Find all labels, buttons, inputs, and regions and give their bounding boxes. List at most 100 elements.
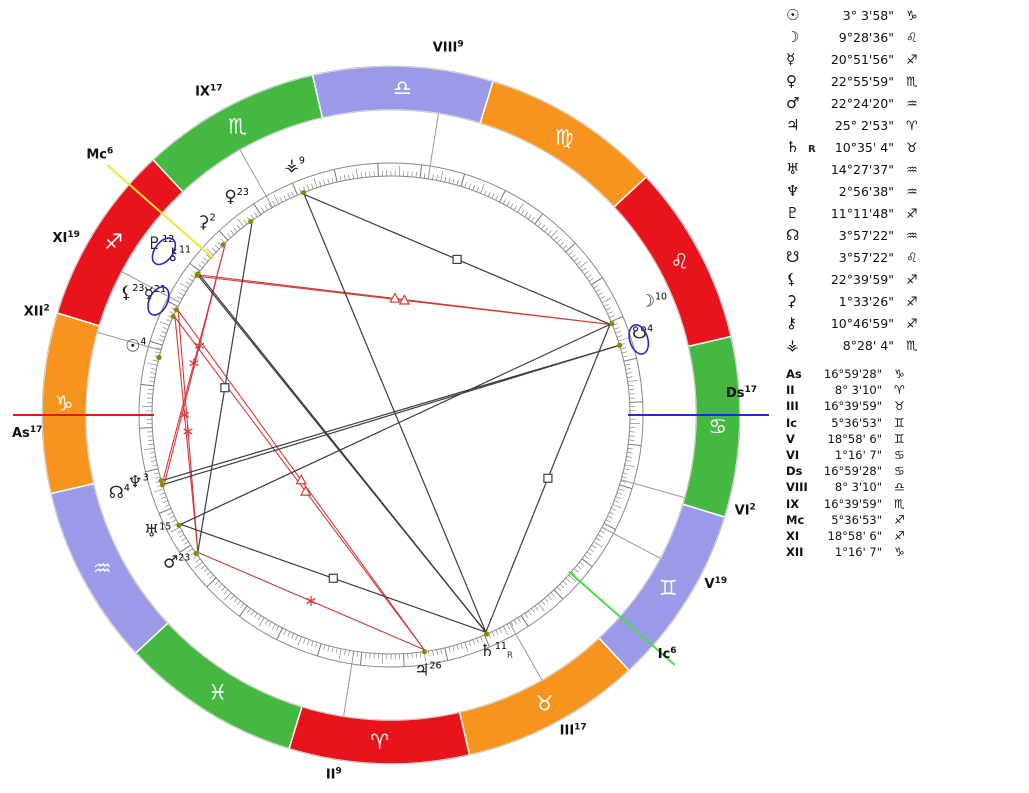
aspect-marker-trine	[398, 294, 410, 305]
zodiac-sign-aries-icon: ♈	[370, 730, 389, 754]
planet-glyph-mercury: ☿21	[144, 284, 167, 304]
house-row-Ds: Ds 16°59'28" ♋	[786, 464, 1026, 480]
house-cusp-line-XII	[97, 331, 162, 351]
house-cusp-value: 1°16' 7"	[834, 447, 882, 462]
planet-glyph-lilith: ⚸23	[120, 283, 145, 303]
planet-position-value: 3° 3'58"	[842, 8, 894, 23]
zodiac-sign-icon: ♒	[906, 97, 918, 112]
planet-row-lilith: ⚸ 22°39'59" ♐	[786, 272, 1026, 294]
planet-glyphs: ☉4 ☽10 ☿21 ♀23 ♂23 ♃26 ♄11R ♅15 ♆3 ♇12 ☊4 ☋4 ⚸23 ⚳2⚷1…	[109, 155, 667, 680]
natal-wheel-chart: ♈ ♉ ♊ ♋ ♌ ♍ ♎ ♏ ♐ ♑ ♒ ♓ As17 II9 III17 Ic6 V19 VI2 Ds17 VII…	[12, 39, 769, 783]
planet-position-value: 10°35' 4"	[834, 140, 894, 155]
north-node-icon: ☊	[786, 226, 800, 244]
house-label: II	[786, 383, 795, 398]
aspect-line-vesta-saturn-opposition	[303, 194, 487, 633]
saturn-icon: ♄	[786, 138, 800, 156]
house-label: As	[786, 367, 802, 381]
aspect-marker-sextile	[183, 428, 193, 435]
planet-dot-chiron	[195, 271, 201, 277]
planet-glyph-jupiter: ♃26	[414, 660, 441, 680]
house-row-V: V 18°58' 6" ♊	[786, 432, 1026, 448]
house-cusp-line-V	[601, 526, 661, 559]
planet-row-venus: ♀ 22°55'59" ♏	[786, 74, 1026, 96]
aspect-marker-square	[543, 473, 553, 483]
planet-dot-neptune	[158, 478, 164, 484]
planet-row-ceres: ⚳ 1°33'26" ♐	[786, 294, 1026, 316]
planet-dot-vesta	[300, 189, 307, 196]
zodiac-sign-icon: ♌	[906, 31, 918, 46]
aspect-markers	[179, 254, 553, 606]
planet-dot-sun	[156, 354, 162, 361]
house-label-Ic: Ic6	[658, 646, 677, 662]
house-label: Mc	[786, 512, 805, 527]
planet-position-value: 3°57'22"	[838, 250, 894, 265]
aspect-marker-square	[220, 383, 230, 393]
planet-dots	[156, 189, 623, 655]
aspect-marker-sextile	[306, 597, 316, 605]
house-cusp-value: 16°39'59"	[823, 496, 882, 511]
zodiac-sign-taurus-icon: ♉	[535, 692, 554, 716]
planet-glyph-sun: ☉4	[125, 337, 146, 357]
planet-glyph-pluto: ♇12	[147, 234, 174, 254]
aspect-marker-square	[452, 254, 462, 265]
house-cusp-value: 18°58' 6"	[827, 528, 882, 543]
zodiac-sign-icon: ♐	[906, 295, 918, 310]
zodiac-sign-pisces-icon: ♓	[208, 680, 227, 704]
planet-dot-venus	[248, 218, 254, 225]
planet-row-neptune: ♆ 2°56'38" ♒	[786, 184, 1026, 206]
zodiac-sign-aquarius-icon: ♒	[93, 557, 112, 581]
planet-position-value: 22°39'59"	[830, 272, 894, 287]
house-label-XII: XII2	[24, 303, 50, 319]
house-label: VIII	[786, 480, 808, 495]
planet-position-value: 10°46'59"	[830, 316, 894, 331]
planet-row-south-node: ☋ 3°57'22" ♌	[786, 250, 1026, 272]
house-label: XII	[786, 545, 804, 560]
planet-row-uranus: ♅ 14°27'37" ♒	[786, 162, 1026, 184]
zodiac-sign-libra-icon: ♎	[393, 76, 412, 100]
planet-position-value: 22°24'20"	[830, 96, 894, 111]
house-label-III: III17	[560, 723, 587, 739]
aspect-marker-sextile	[189, 360, 199, 367]
planet-dot-lilith	[170, 313, 176, 320]
planet-row-chiron: ⚷ 10°46'59" ♐	[786, 316, 1026, 338]
highlight-oval-pluto	[151, 237, 177, 266]
jupiter-icon: ♃	[786, 116, 800, 134]
house-cusp-value: 18°58' 6"	[827, 431, 882, 446]
planet-dot-ceres	[220, 242, 226, 248]
zodiac-sign-icon: ♒	[906, 229, 918, 244]
house-cusp-value: 8° 3'10"	[834, 383, 882, 398]
moon-icon: ☽	[786, 28, 800, 46]
pluto-icon: ♇	[786, 204, 800, 222]
house-row-XII: XII 1°16' 7" ♑	[786, 545, 1026, 561]
planet-glyph-ceres: ⚳2	[197, 213, 216, 233]
zodiac-sign-gemini-icon: ♊	[659, 576, 678, 600]
house-cusp-value: 16°59'28"	[823, 367, 882, 381]
planet-positions-table: ☉ 3° 3'58" ♑ ☽ 9°28'36" ♌ ☿ 20°51'56" ♐ ♀ 22°55'59…	[786, 8, 1026, 360]
zodiac-sign-icon: ♐	[906, 317, 918, 332]
house-label-IX: IX17	[195, 83, 222, 99]
zodiac-sign-icon: ♑	[906, 9, 918, 24]
house-row-Mc: Mc 5°36'53" ♐	[786, 513, 1026, 529]
house-label-Ds: Ds17	[726, 385, 757, 401]
planet-position-value: 8°28' 4"	[842, 338, 894, 353]
planet-row-pluto: ♇ 11°11'48" ♐	[786, 206, 1026, 228]
zodiac-sign-cancer-icon: ♋	[708, 414, 727, 438]
ceres-icon: ⚳	[786, 292, 797, 310]
planet-row-mars: ♂ 22°24'20" ♒	[786, 96, 1026, 118]
house-label: VI	[786, 447, 800, 462]
house-label: Ds	[786, 464, 803, 479]
aspect-marker-trine	[295, 473, 307, 485]
aspect-marker-trine	[389, 292, 401, 303]
highlight-oval-south-node	[628, 324, 650, 355]
aspect-marker-sextile	[194, 342, 205, 349]
zodiac-sign-icon: ♏	[906, 339, 918, 354]
planet-row-moon: ☽ 9°28'36" ♌	[786, 30, 1026, 52]
chiron-icon: ⚷	[786, 314, 797, 332]
planet-position-value: 11°11'48"	[830, 206, 894, 221]
aspect-line-neptune-south-node-opposition	[162, 345, 618, 481]
venus-icon: ♀	[786, 72, 797, 90]
house-label-II: II9	[326, 767, 342, 783]
house-row-Ic: Ic 5°36'53" ♊	[786, 416, 1026, 432]
neptune-icon: ♆	[786, 182, 800, 200]
house-label-V: V19	[705, 576, 728, 592]
